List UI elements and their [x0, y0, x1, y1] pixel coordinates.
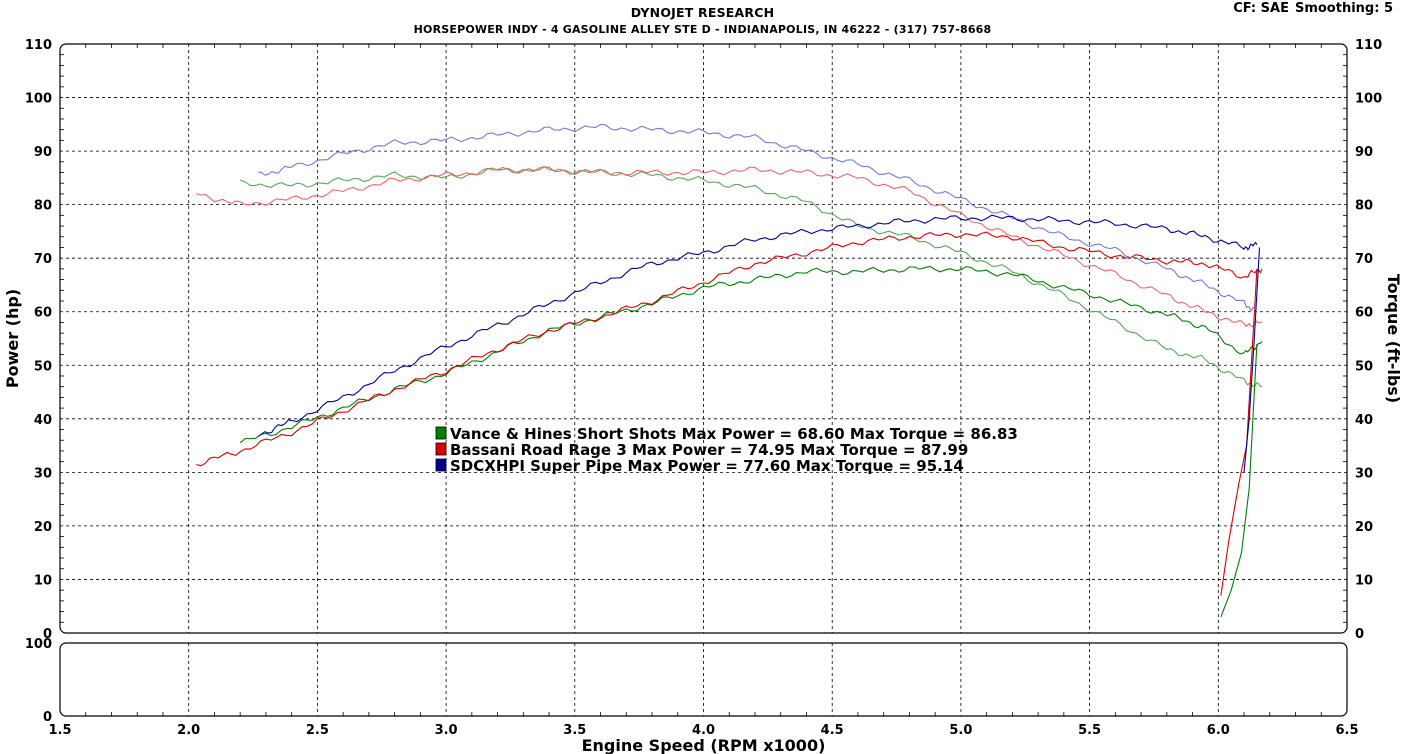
power-line-series-1: [239, 265, 1263, 444]
y-tick-label-left: 30: [34, 466, 52, 481]
y-tick-label-right: 90: [1355, 145, 1373, 160]
rpm-drop-line-series-2: [1220, 268, 1258, 596]
y-tick-label-left: 40: [34, 413, 52, 428]
x-tick-label: 2.5: [306, 723, 329, 738]
lower-y-tick-label: 0: [43, 710, 52, 725]
torque-line-series-1: [240, 166, 1263, 388]
torque-line-series-2: [196, 166, 1263, 328]
y-tick-label-right: 0: [1355, 627, 1364, 642]
chart-title: DYNOJET RESEARCH: [630, 5, 775, 20]
x-axis-label: Engine Speed (RPM x1000): [582, 736, 826, 754]
x-tick-label: 5.0: [949, 723, 972, 738]
chart-subtitle: HORSEPOWER INDY - 4 GASOLINE ALLEY STE D…: [413, 23, 992, 36]
x-tick-label: 3.0: [435, 723, 458, 738]
y-tick-label-right: 20: [1355, 520, 1373, 535]
y-tick-label-right: 10: [1355, 573, 1373, 588]
y-tick-label-left: 80: [34, 199, 52, 214]
rpm-drop-line-series-1: [1220, 343, 1258, 618]
y-tick-label-left: 20: [34, 520, 52, 535]
torque-line-series-3: [258, 123, 1258, 313]
x-tick-label: 4.5: [821, 723, 844, 738]
y-tick-label-left: 10: [34, 573, 52, 588]
legend-swatch-series-3: [435, 458, 447, 472]
y-tick-label-left: 60: [34, 306, 52, 321]
y-tick-label-left: 50: [34, 359, 52, 374]
lower-y-tick-label: 100: [25, 637, 52, 652]
y-tick-label-right: 50: [1355, 359, 1373, 374]
y-axis-label-right: Torque (ft-lbs): [1384, 274, 1403, 403]
y-tick-label-right: 60: [1355, 306, 1373, 321]
legend-entry-series-2: Bassani Road Rage 3 Max Power = 74.95 Ma…: [450, 441, 968, 459]
power-line-series-2: [196, 231, 1263, 467]
rpm-drop-line-series-3: [1243, 247, 1261, 473]
legend-swatch-series-1: [435, 426, 447, 440]
y-tick-label-right: 100: [1355, 92, 1382, 107]
y-tick-label-left: 100: [25, 92, 52, 107]
legend-entry-series-1: Vance & Hines Short Shots Max Power = 68…: [450, 425, 1018, 443]
y-tick-label-right: 40: [1355, 413, 1373, 428]
x-tick-label: 2.0: [177, 723, 200, 738]
x-tick-label: 5.5: [1078, 723, 1101, 738]
cf-label: CF: SAE: [1233, 1, 1289, 16]
legend-swatch-series-2: [435, 442, 447, 456]
x-tick-label: 4.0: [692, 723, 715, 738]
y-tick-label-left: 0: [43, 627, 52, 642]
x-tick-label: 1.5: [48, 723, 71, 738]
x-tick-label: 6.5: [1335, 723, 1358, 738]
y-tick-label-right: 110: [1355, 38, 1382, 53]
power-line-series-3: [257, 214, 1258, 437]
y-tick-label-left: 90: [34, 145, 52, 160]
y-tick-label-right: 80: [1355, 199, 1373, 214]
x-tick-label: 3.5: [563, 723, 586, 738]
y-tick-label-left: 70: [34, 252, 52, 267]
correction-info: CF: SAE Smoothing: 5: [1227, 1, 1393, 16]
x-tick-label: 6.0: [1207, 723, 1230, 738]
smoothing-label: Smoothing: 5: [1294, 1, 1393, 16]
legend-entry-series-3: SDCXHPI Super Pipe Max Power = 77.60 Max…: [450, 457, 964, 475]
y-axis-label-left: Power (hp): [3, 289, 22, 388]
y-tick-label-right: 70: [1355, 252, 1373, 267]
y-tick-label-left: 110: [25, 38, 52, 53]
y-tick-label-right: 30: [1355, 466, 1373, 481]
